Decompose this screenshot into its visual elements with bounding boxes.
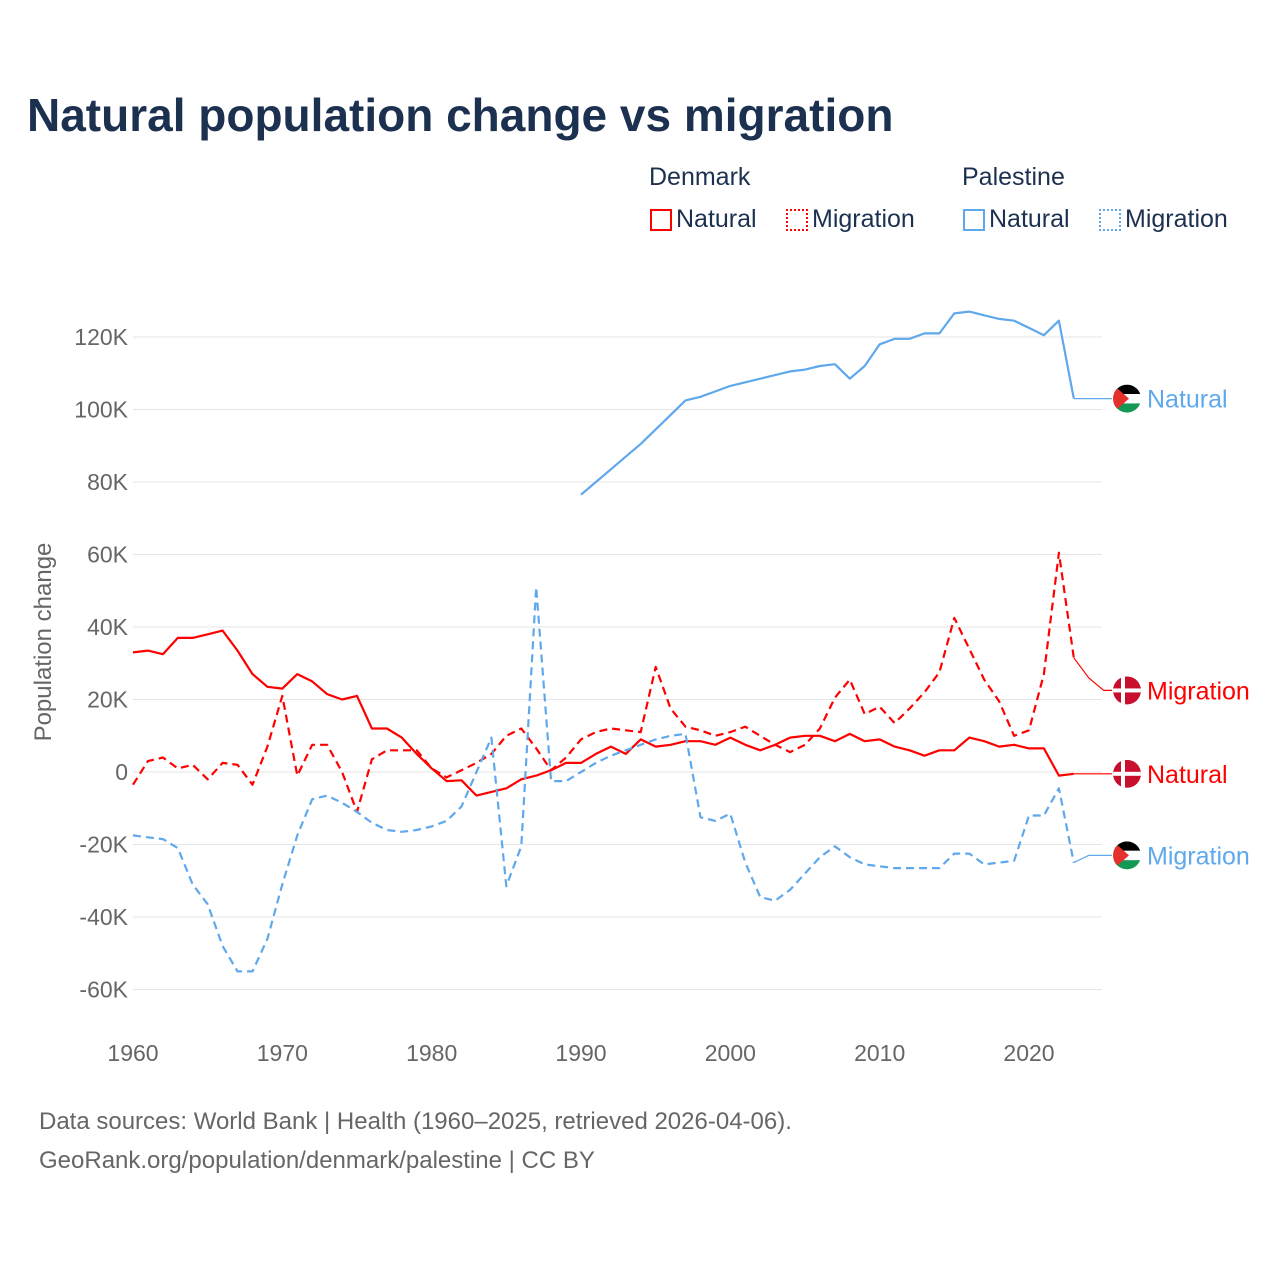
palestine-flag-icon	[1113, 384, 1141, 413]
y-tick-label: 120K	[74, 324, 128, 350]
x-tick-label: 2020	[1003, 1040, 1054, 1066]
x-tick-label: 1980	[406, 1040, 457, 1066]
y-axis-label: Population change	[30, 543, 57, 742]
series-projection	[1073, 854, 1112, 864]
series-end-label: Natural	[1147, 386, 1228, 414]
series-end-label: Migration	[1147, 842, 1250, 870]
dotted-swatch-icon	[1099, 208, 1121, 231]
y-tick-label: -40K	[79, 904, 128, 930]
y-tick-label: 60K	[87, 542, 129, 568]
series-end-label: Migration	[1147, 677, 1250, 705]
series-line-denmark-migration	[132, 551, 1075, 813]
footer-attribution[interactable]: GeoRank.org/population/denmark/palestine…	[39, 1147, 595, 1174]
legend-item-palestine-natural[interactable]: Natural	[963, 205, 1070, 234]
legend-item-denmark-natural[interactable]: Natural	[650, 205, 757, 234]
denmark-flag-icon	[1113, 759, 1141, 788]
x-tick-label: 1990	[555, 1040, 606, 1066]
y-tick-label: -60K	[79, 977, 128, 1003]
y-tick-label: 0	[115, 759, 128, 785]
legend-label: Natural	[676, 205, 757, 233]
dotted-swatch-icon	[786, 208, 808, 231]
series-line-palestine-migration	[132, 586, 1075, 973]
series-end-label: Natural	[1147, 761, 1228, 789]
x-tick-label: 2010	[854, 1040, 905, 1066]
y-tick-label: 20K	[87, 687, 129, 713]
series-line-denmark-natural	[132, 629, 1074, 797]
chart-title: Natural population change vs migration	[27, 89, 894, 141]
legend-item-palestine-migration[interactable]: Migration	[1099, 205, 1228, 234]
solid-swatch-icon	[963, 208, 985, 231]
legend-label: Migration	[1125, 205, 1228, 233]
palestine-flag-icon	[1113, 841, 1141, 870]
x-tick-label: 1960	[107, 1040, 158, 1066]
y-tick-label: -20K	[79, 832, 128, 858]
legend-group-denmark: Denmark	[649, 163, 751, 191]
x-tick-label: 2000	[705, 1040, 756, 1066]
y-tick-label: 40K	[87, 614, 129, 640]
legend-item-denmark-migration[interactable]: Migration	[786, 205, 915, 234]
denmark-flag-icon	[1113, 676, 1141, 705]
footer-sources: Data sources: World Bank | Health (1960–…	[39, 1108, 792, 1135]
series-line-palestine-natural	[580, 310, 1075, 496]
y-tick-label: 80K	[87, 469, 129, 495]
series-projection	[1073, 657, 1112, 691]
solid-swatch-icon	[650, 208, 672, 231]
legend-label: Migration	[812, 205, 915, 233]
legend-label: Natural	[989, 205, 1070, 233]
legend-group-palestine: Palestine	[962, 163, 1065, 191]
y-tick-label: 100K	[74, 397, 128, 423]
x-tick-label: 1970	[257, 1040, 308, 1066]
